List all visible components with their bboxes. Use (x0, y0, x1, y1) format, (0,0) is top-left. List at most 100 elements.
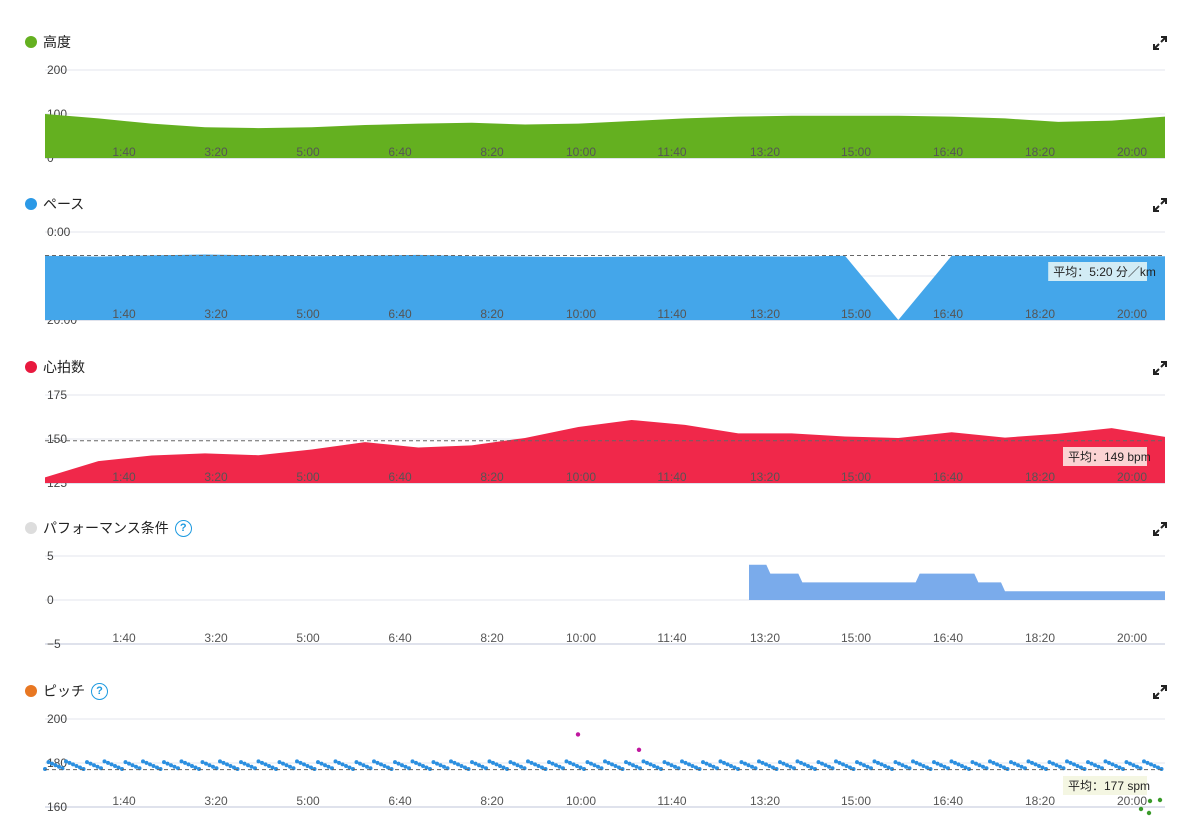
data-point (1096, 764, 1101, 769)
help-icon[interactable]: ? (174, 519, 192, 537)
x-tick-label: 5:00 (296, 470, 320, 484)
series-area (45, 114, 1165, 158)
data-point (487, 759, 492, 764)
x-tick-label: 3:20 (204, 307, 228, 321)
expand-icon[interactable] (1152, 35, 1168, 51)
panel-cadence: ピッチ ? 200 180 160 平均：177 spm 1:40 3:20 5:00 6:4… (0, 681, 1200, 816)
data-point (88, 761, 93, 766)
data-point (585, 760, 590, 765)
x-tick-label: 6:40 (388, 631, 412, 645)
data-point (543, 767, 548, 772)
y-tick-label: 175 (47, 388, 67, 402)
data-point (571, 762, 576, 767)
data-point (778, 760, 782, 765)
x-tick-label: 13:20 (750, 145, 780, 159)
x-tick-label: 10:00 (566, 631, 596, 645)
x-tick-label: 15:00 (841, 631, 871, 645)
help-icon[interactable]: ? (91, 682, 108, 700)
legend-dot-icon (25, 522, 37, 534)
data-point (508, 760, 513, 765)
x-tick-label: 3:20 (204, 470, 228, 484)
data-point (109, 762, 114, 767)
x-tick-label: 11:40 (657, 794, 686, 808)
data-point (519, 764, 523, 769)
data-point (512, 761, 516, 766)
data-point (414, 760, 418, 765)
average-label-box (1063, 447, 1147, 466)
series-area (749, 564, 1165, 600)
data-point (365, 764, 369, 769)
x-tick-label: 15:00 (841, 470, 871, 484)
x-tick-label: 16:40 (933, 631, 963, 645)
data-point (221, 760, 226, 765)
data-point (1128, 761, 1132, 766)
data-point (144, 760, 149, 765)
data-point (130, 763, 135, 768)
x-tick-label: 6:40 (388, 794, 412, 808)
data-point (134, 764, 138, 769)
data-point (680, 759, 684, 764)
data-point (781, 761, 786, 766)
data-point (1054, 763, 1059, 768)
panel-title-label: 高度 (43, 34, 71, 50)
x-tick-label: 3:20 (204, 794, 228, 808)
data-point (823, 763, 828, 768)
data-point (970, 760, 975, 765)
y-tick-label: 200 (47, 63, 67, 77)
expand-icon[interactable] (1152, 684, 1168, 700)
data-point (564, 759, 569, 764)
data-point (1110, 762, 1115, 767)
data-point (557, 764, 562, 769)
expand-icon[interactable] (1152, 360, 1168, 376)
data-point (403, 764, 408, 769)
data-point (988, 759, 992, 764)
x-tick-label: 1:40 (112, 631, 136, 645)
data-point (302, 762, 306, 767)
expand-icon[interactable] (1152, 197, 1168, 213)
x-tick-label: 18:20 (1025, 470, 1055, 484)
legend-dot-icon (25, 198, 37, 210)
data-point (1157, 797, 1163, 803)
data-point (918, 762, 922, 767)
data-point (260, 760, 264, 765)
x-tick-label: 5:00 (296, 145, 320, 159)
data-point (78, 765, 82, 770)
panel-elevation: 高度 20010001:403:205:006:408:2010:0011:40… (0, 32, 1200, 165)
data-point (466, 767, 471, 772)
data-point (470, 760, 474, 765)
data-point (193, 765, 198, 770)
data-point (690, 763, 695, 768)
data-point (550, 761, 555, 766)
data-point (1138, 806, 1144, 812)
data-point (921, 763, 926, 768)
x-tick-label: 20:00 (1117, 145, 1147, 159)
data-point (1079, 765, 1083, 770)
legend-dot-icon (25, 685, 37, 697)
data-point (204, 761, 208, 766)
data-point (855, 760, 859, 765)
data-point (1037, 763, 1041, 768)
panel-title-label: パフォーマンス条件 (43, 520, 169, 536)
data-point (575, 732, 581, 737)
expand-icon[interactable] (1152, 521, 1168, 537)
data-point (270, 765, 275, 770)
x-tick-label: 11:40 (657, 145, 686, 159)
data-point (526, 759, 530, 764)
data-point (183, 760, 187, 765)
y-tick-label: 200 (47, 712, 67, 726)
data-point (998, 763, 1003, 768)
data-point (123, 760, 128, 765)
average-label: 平均：5:20 分／km (1053, 265, 1156, 279)
x-tick-label: 15:00 (841, 145, 871, 159)
data-point (718, 759, 723, 764)
data-point (739, 760, 744, 765)
average-label-box (1048, 262, 1147, 281)
data-point (298, 760, 303, 765)
data-point (603, 759, 607, 764)
data-point (1156, 765, 1160, 770)
data-point (1065, 759, 1069, 764)
data-point (760, 760, 765, 765)
data-point (1033, 762, 1038, 767)
data-point (354, 760, 359, 765)
